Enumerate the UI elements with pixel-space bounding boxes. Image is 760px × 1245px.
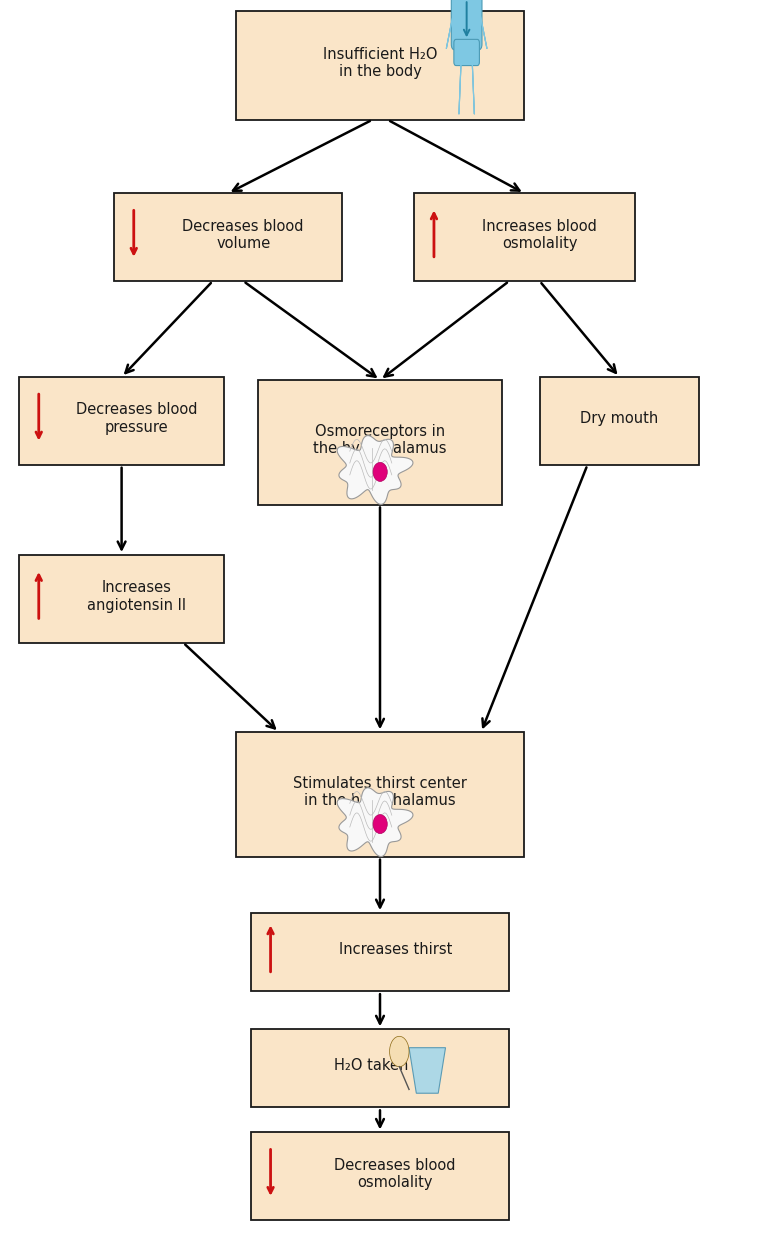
FancyBboxPatch shape [114,193,342,281]
FancyBboxPatch shape [451,0,482,50]
FancyBboxPatch shape [454,40,480,66]
FancyBboxPatch shape [414,193,635,281]
Text: Dry mouth: Dry mouth [581,411,658,426]
FancyBboxPatch shape [251,1030,509,1108]
Circle shape [390,1036,409,1067]
Text: Insufficient H₂O
in the body: Insufficient H₂O in the body [323,46,437,78]
Text: Decreases blood
volume: Decreases blood volume [182,219,304,251]
FancyBboxPatch shape [19,377,224,464]
Text: Osmoreceptors in
the hypothalamus: Osmoreceptors in the hypothalamus [313,423,447,456]
Text: Stimulates thirst center
in the hypothalamus: Stimulates thirst center in the hypothal… [293,776,467,808]
FancyBboxPatch shape [251,913,509,991]
Polygon shape [337,788,413,857]
Text: Increases blood
osmolality: Increases blood osmolality [482,219,597,251]
Polygon shape [337,436,413,504]
FancyBboxPatch shape [258,380,502,504]
Text: Increases thirst: Increases thirst [338,942,452,957]
FancyBboxPatch shape [236,11,524,120]
Text: Increases
angiotensin II: Increases angiotensin II [87,580,186,613]
Polygon shape [409,1048,445,1093]
Text: H₂O taken in: H₂O taken in [334,1058,426,1073]
FancyBboxPatch shape [236,732,524,857]
FancyBboxPatch shape [19,555,224,642]
Text: Decreases blood
osmolality: Decreases blood osmolality [334,1158,456,1190]
Text: Decreases blood
pressure: Decreases blood pressure [76,402,198,435]
Ellipse shape [373,462,388,482]
FancyBboxPatch shape [540,377,699,464]
FancyBboxPatch shape [251,1133,509,1220]
Ellipse shape [373,814,388,834]
